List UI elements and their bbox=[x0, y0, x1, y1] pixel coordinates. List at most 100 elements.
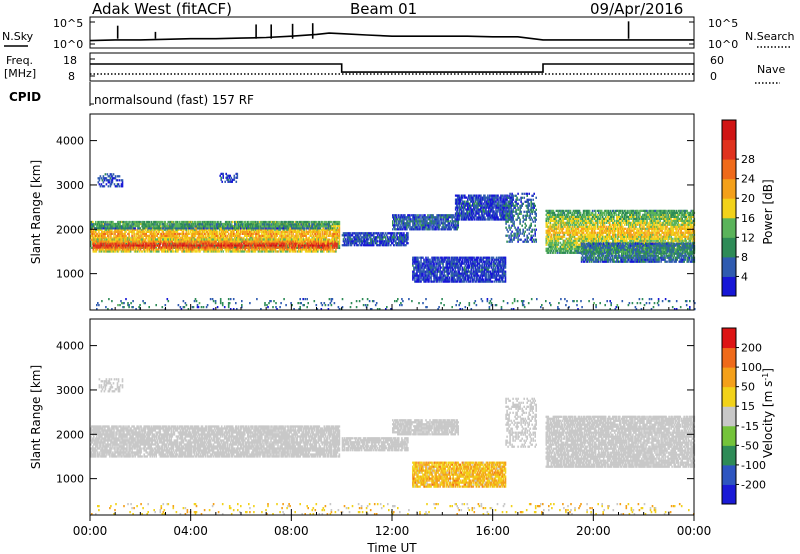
data-cell bbox=[373, 236, 376, 239]
data-cell bbox=[176, 250, 178, 253]
data-cell bbox=[170, 230, 173, 233]
data-cell bbox=[281, 220, 283, 224]
data-cell bbox=[151, 244, 154, 247]
data-cell bbox=[327, 248, 329, 251]
data-cell bbox=[296, 232, 298, 235]
data-cell bbox=[203, 242, 205, 245]
data-cell bbox=[374, 232, 377, 235]
data-cell bbox=[235, 176, 238, 179]
data-cell bbox=[231, 232, 234, 235]
data-cell bbox=[130, 244, 133, 247]
data-cell bbox=[203, 223, 206, 226]
data-cell bbox=[152, 223, 154, 226]
data-cell bbox=[107, 228, 109, 231]
data-cell bbox=[297, 246, 300, 249]
data-cell bbox=[317, 234, 320, 237]
data-cell bbox=[118, 234, 120, 237]
data-cell bbox=[142, 230, 144, 233]
data-cell bbox=[138, 240, 141, 243]
data-cell bbox=[321, 248, 323, 251]
data-cell bbox=[294, 220, 296, 224]
data-cell bbox=[214, 232, 217, 235]
data-cell bbox=[138, 220, 140, 224]
data-cell bbox=[179, 238, 181, 241]
data-cell bbox=[111, 238, 114, 241]
data-cell bbox=[317, 223, 320, 226]
data-cell bbox=[133, 242, 136, 245]
data-cell bbox=[174, 227, 177, 230]
data-cell bbox=[185, 236, 188, 239]
data-cell bbox=[162, 238, 164, 241]
data-cell bbox=[91, 232, 93, 235]
data-cell bbox=[370, 244, 373, 247]
data-cell bbox=[366, 232, 369, 235]
data-cell bbox=[294, 227, 296, 230]
data-cell bbox=[183, 244, 185, 247]
data-cell bbox=[130, 230, 132, 233]
data-cell bbox=[188, 246, 190, 249]
data-cell bbox=[196, 240, 198, 243]
data-cell bbox=[219, 234, 222, 237]
data-cell bbox=[208, 226, 211, 230]
data-cell bbox=[112, 244, 115, 247]
data-cell bbox=[163, 225, 166, 228]
data-cell bbox=[291, 240, 294, 243]
data-cell bbox=[260, 222, 262, 226]
data-cell bbox=[122, 236, 124, 239]
data-cell bbox=[124, 230, 126, 233]
data-cell bbox=[327, 242, 329, 245]
data-cell bbox=[183, 246, 185, 249]
data-cell bbox=[187, 227, 190, 230]
data-cell bbox=[276, 250, 279, 253]
data-cell bbox=[311, 223, 314, 226]
data-cell bbox=[321, 236, 324, 239]
data-cell bbox=[182, 220, 185, 224]
data-cell bbox=[374, 240, 377, 243]
data-cell bbox=[185, 227, 188, 230]
data-cell bbox=[299, 242, 302, 245]
data-cell bbox=[224, 244, 226, 247]
data-cell bbox=[292, 230, 294, 233]
data-cell bbox=[336, 230, 339, 233]
data-cell bbox=[290, 238, 293, 241]
data-cell bbox=[290, 223, 292, 226]
data-cell bbox=[251, 222, 253, 226]
data-cell bbox=[359, 238, 362, 241]
data-cell bbox=[379, 232, 382, 235]
data-cell bbox=[241, 230, 243, 233]
data-cell bbox=[165, 240, 167, 243]
data-cell bbox=[117, 228, 119, 231]
data-cell bbox=[350, 240, 353, 243]
data-cell bbox=[291, 228, 293, 231]
data-cell bbox=[204, 246, 206, 249]
data-cell bbox=[183, 238, 186, 241]
data-cell bbox=[381, 238, 384, 241]
data-cell bbox=[303, 228, 305, 231]
data-cell bbox=[117, 183, 120, 186]
data-cell bbox=[383, 240, 386, 243]
data-cell bbox=[311, 242, 313, 245]
data-cell bbox=[322, 226, 325, 230]
data-cell bbox=[133, 240, 136, 243]
data-cell bbox=[107, 179, 110, 182]
data-cell bbox=[362, 240, 365, 243]
data-cell bbox=[214, 236, 217, 239]
data-cell bbox=[269, 228, 271, 231]
data-cell bbox=[164, 225, 167, 228]
data-cell bbox=[330, 234, 333, 237]
data-cell bbox=[205, 220, 208, 224]
data-cell bbox=[236, 248, 239, 251]
data-cell bbox=[190, 242, 192, 245]
data-cell bbox=[294, 223, 296, 226]
data-cell bbox=[166, 225, 169, 228]
data-cell bbox=[357, 232, 360, 235]
data-cell bbox=[329, 240, 331, 243]
data-cell bbox=[316, 238, 318, 241]
data-cell bbox=[318, 227, 321, 230]
data-cell bbox=[232, 232, 235, 235]
data-cell bbox=[331, 227, 334, 230]
data-cell bbox=[282, 234, 284, 237]
data-cell bbox=[222, 238, 224, 241]
data-cell bbox=[251, 240, 254, 243]
data-cell bbox=[361, 232, 364, 235]
